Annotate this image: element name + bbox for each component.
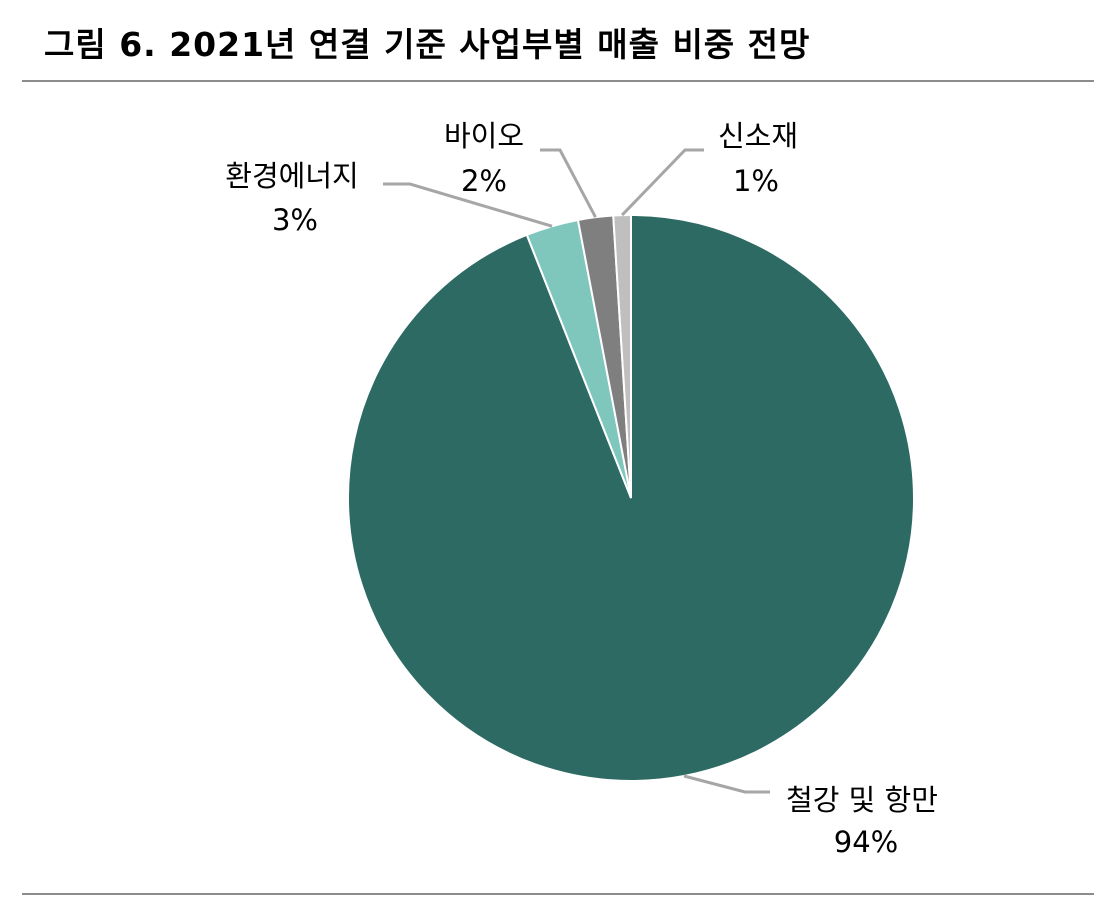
bottom-divider: [22, 893, 1094, 895]
leader-lines: [383, 148, 770, 794]
pie-slices: [347, 213, 915, 782]
slice-category-label: 신소재: [718, 119, 798, 153]
slice-percent-label: 2%: [461, 164, 507, 198]
slice-category-label: 환경에너지: [225, 159, 358, 193]
leader-line-3: [540, 148, 597, 218]
leader-line-2: [383, 182, 553, 228]
leader-line-1: [683, 774, 770, 794]
slice-percent-label: 94%: [834, 825, 898, 859]
slice-percent-label: 3%: [272, 203, 318, 237]
chart-title: 그림 6. 2021년 연결 기준 사업부별 매출 비중 전망: [44, 25, 811, 64]
slice-percent-label: 1%: [733, 164, 779, 198]
slice-category-label: 바이오: [444, 119, 524, 153]
slice-category-label: 철강 및 항만: [786, 783, 938, 817]
pie-slice-4: [612, 213, 632, 499]
top-divider: [22, 80, 1094, 82]
leader-line-4: [621, 148, 704, 217]
slice-labels: 철강 및 항만 94% 환경에너지 3% 바이오 2% 신소재 1%: [225, 119, 938, 859]
